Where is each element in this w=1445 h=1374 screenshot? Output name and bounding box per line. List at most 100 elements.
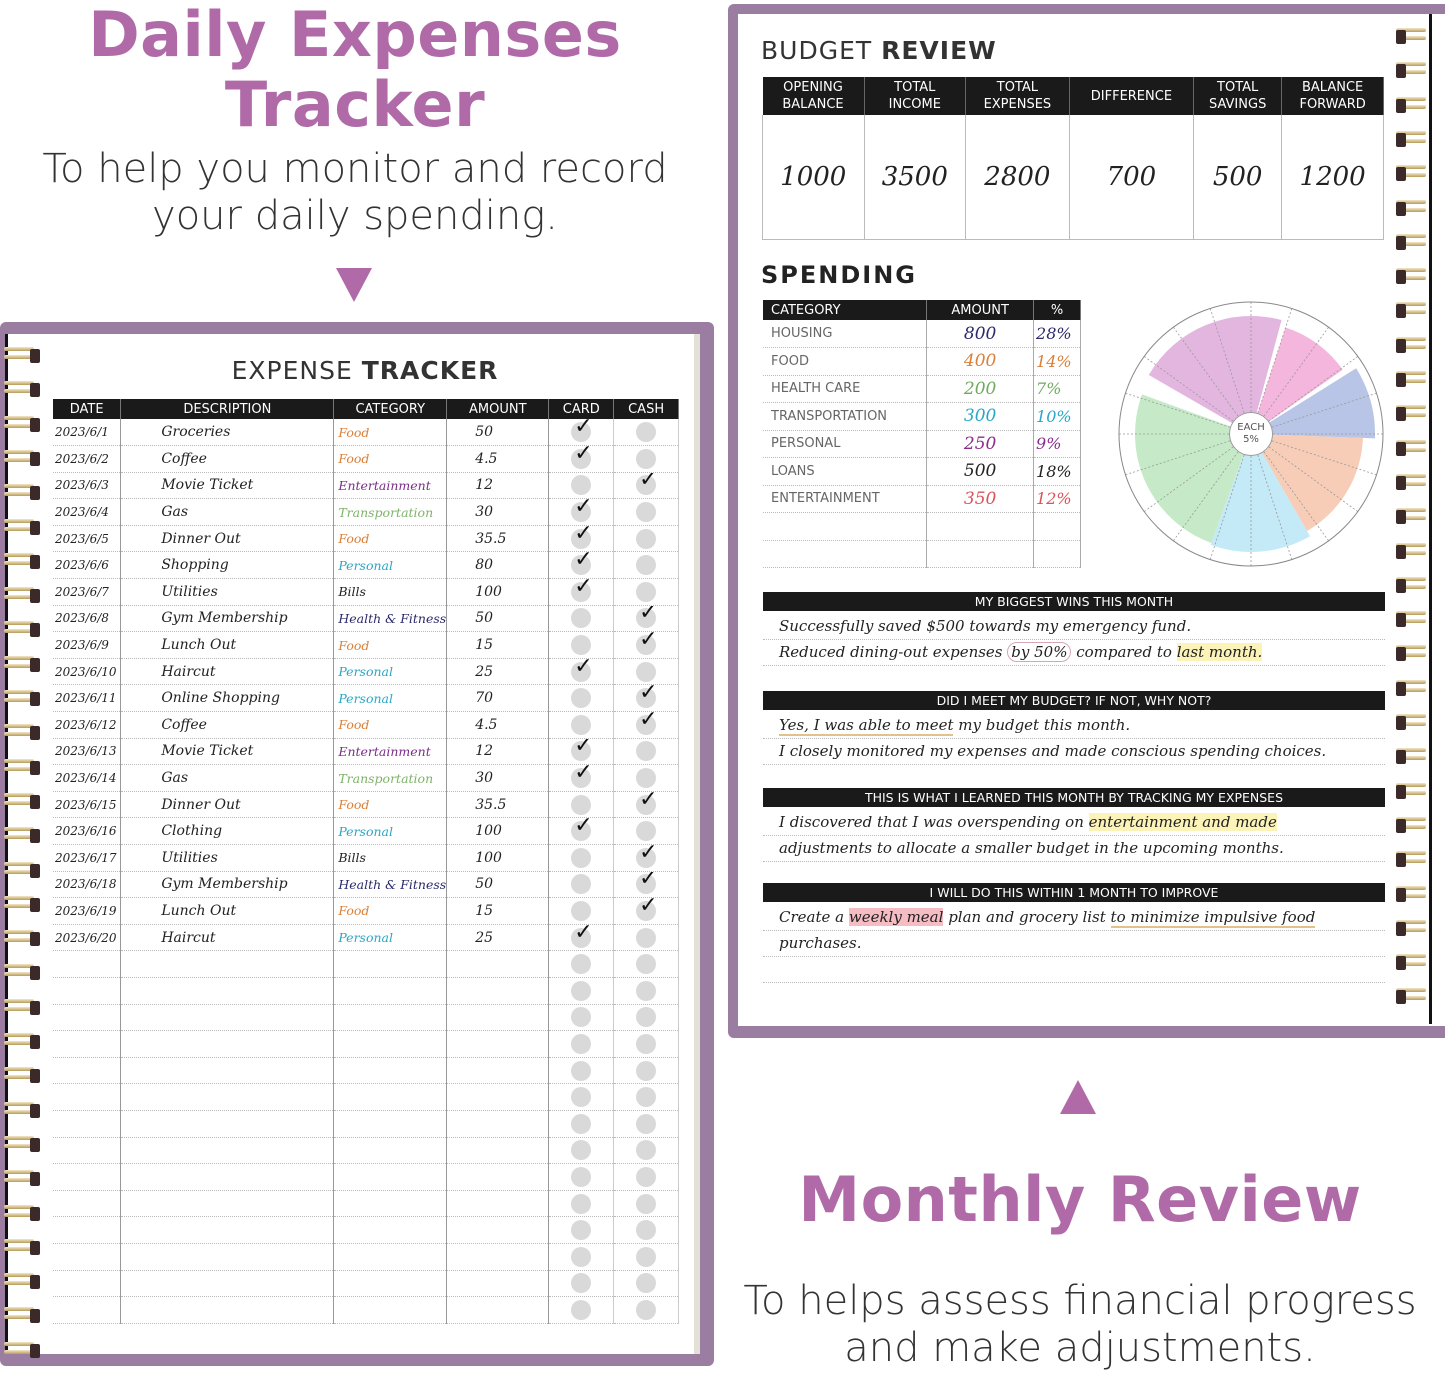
- cash-checkbox[interactable]: ✓: [636, 632, 658, 656]
- category-cell[interactable]: [333, 950, 448, 978]
- reflection-line[interactable]: Create a weekly meal plan and grocery li…: [763, 905, 1385, 931]
- card-checkbox[interactable]: ✓: [571, 499, 593, 523]
- card-checkbox[interactable]: [571, 1220, 592, 1241]
- percent-cell[interactable]: 12%: [1033, 485, 1081, 513]
- percent-cell[interactable]: 7%: [1033, 375, 1081, 403]
- card-checkbox[interactable]: [571, 1033, 592, 1054]
- amount-cell[interactable]: [446, 1083, 550, 1111]
- budget-value-cell[interactable]: 3500: [863, 115, 967, 240]
- category-cell[interactable]: [333, 1137, 448, 1165]
- card-checkbox[interactable]: [571, 794, 592, 815]
- card-checkbox[interactable]: [571, 1140, 592, 1161]
- card-checkbox[interactable]: [571, 1166, 592, 1187]
- card-checkbox[interactable]: [571, 847, 592, 868]
- percent-cell[interactable]: 28%: [1033, 320, 1081, 348]
- cash-checkbox[interactable]: [636, 1007, 657, 1028]
- date-cell[interactable]: [53, 1137, 122, 1165]
- amount-cell[interactable]: [446, 1190, 550, 1218]
- budget-value-cell[interactable]: 700: [1068, 115, 1195, 240]
- cash-checkbox[interactable]: [636, 555, 657, 576]
- description-cell[interactable]: [120, 1004, 335, 1032]
- category-cell[interactable]: [333, 1216, 448, 1244]
- date-cell[interactable]: [53, 1190, 122, 1218]
- description-cell[interactable]: [120, 1030, 335, 1058]
- amount-cell[interactable]: [446, 1163, 550, 1191]
- card-checkbox[interactable]: [571, 954, 592, 975]
- cash-checkbox[interactable]: [636, 1246, 657, 1267]
- amount-cell[interactable]: [446, 977, 550, 1005]
- category-cell[interactable]: [333, 1163, 448, 1191]
- description-cell[interactable]: [120, 1163, 335, 1191]
- category-cell[interactable]: [333, 1296, 448, 1324]
- card-checkbox[interactable]: ✓: [571, 658, 593, 682]
- cash-checkbox[interactable]: [636, 1273, 657, 1294]
- amount-cell[interactable]: [446, 1137, 550, 1165]
- cash-checkbox[interactable]: [636, 1087, 657, 1108]
- amount-cell[interactable]: 300: [926, 402, 1035, 431]
- amount-cell[interactable]: 800: [926, 320, 1035, 348]
- category-cell[interactable]: [333, 1057, 448, 1085]
- date-cell[interactable]: [53, 1057, 122, 1085]
- category-cell[interactable]: [333, 1083, 448, 1111]
- card-checkbox[interactable]: [571, 688, 592, 709]
- budget-value-cell[interactable]: 2800: [965, 115, 1070, 240]
- category-cell[interactable]: [333, 1030, 448, 1058]
- card-checkbox[interactable]: ✓: [571, 552, 593, 576]
- date-cell[interactable]: [53, 1030, 122, 1058]
- percent-cell[interactable]: [1033, 540, 1081, 568]
- card-checkbox[interactable]: ✓: [571, 419, 593, 443]
- date-cell[interactable]: [53, 1296, 122, 1324]
- card-checkbox[interactable]: [571, 1007, 592, 1028]
- date-cell[interactable]: [53, 1083, 122, 1111]
- category-cell[interactable]: [333, 1190, 448, 1218]
- cash-checkbox[interactable]: [636, 980, 657, 1001]
- card-checkbox[interactable]: [571, 900, 592, 921]
- description-cell[interactable]: [120, 977, 335, 1005]
- card-checkbox[interactable]: [571, 1087, 592, 1108]
- card-checkbox[interactable]: [571, 1193, 592, 1214]
- date-cell[interactable]: [53, 977, 122, 1005]
- date-cell[interactable]: [53, 1270, 122, 1298]
- percent-cell[interactable]: [1033, 512, 1081, 541]
- budget-value-cell[interactable]: 1000: [762, 115, 865, 240]
- amount-cell[interactable]: [446, 1057, 550, 1085]
- card-checkbox[interactable]: [571, 1060, 592, 1081]
- cash-checkbox[interactable]: [636, 528, 657, 549]
- reflection-line[interactable]: Reduced dining-out expenses by 50% compa…: [763, 640, 1385, 666]
- reflection-line[interactable]: purchases.: [763, 931, 1385, 957]
- category-cell[interactable]: [333, 1270, 448, 1298]
- date-cell[interactable]: [53, 1004, 122, 1032]
- category-cell[interactable]: [333, 1004, 448, 1032]
- cash-checkbox[interactable]: [636, 502, 657, 523]
- cash-checkbox[interactable]: [636, 661, 657, 682]
- category-cell[interactable]: [763, 512, 928, 541]
- card-checkbox[interactable]: [571, 980, 592, 1001]
- cash-checkbox[interactable]: ✓: [636, 712, 658, 735]
- category-cell[interactable]: [763, 540, 928, 568]
- cash-checkbox[interactable]: [636, 1166, 657, 1187]
- description-cell[interactable]: [120, 1083, 335, 1111]
- reflection-line[interactable]: Yes, I was able to meet my budget this m…: [763, 713, 1385, 739]
- cash-checkbox[interactable]: ✓: [636, 845, 658, 868]
- amount-cell[interactable]: [446, 1030, 550, 1058]
- amount-cell[interactable]: [926, 540, 1035, 568]
- amount-cell[interactable]: [446, 1216, 550, 1244]
- card-checkbox[interactable]: [571, 608, 592, 629]
- card-checkbox[interactable]: [571, 1299, 592, 1320]
- reflection-line[interactable]: I closely monitored my expenses and made…: [763, 739, 1385, 765]
- date-cell[interactable]: [53, 1243, 122, 1271]
- card-checkbox[interactable]: [571, 1113, 592, 1134]
- card-checkbox[interactable]: ✓: [571, 924, 593, 948]
- card-checkbox[interactable]: [571, 874, 592, 895]
- amount-cell[interactable]: [446, 1004, 550, 1032]
- budget-value-cell[interactable]: 1200: [1281, 115, 1384, 240]
- cash-checkbox[interactable]: [636, 1299, 657, 1320]
- description-cell[interactable]: [120, 1110, 335, 1138]
- cash-checkbox[interactable]: ✓: [636, 898, 658, 921]
- description-cell[interactable]: [120, 950, 335, 978]
- amount-cell[interactable]: [446, 1110, 550, 1138]
- amount-cell[interactable]: [446, 950, 550, 978]
- amount-cell[interactable]: 250: [926, 430, 1035, 458]
- card-checkbox[interactable]: [571, 635, 592, 656]
- percent-cell[interactable]: 10%: [1033, 402, 1081, 431]
